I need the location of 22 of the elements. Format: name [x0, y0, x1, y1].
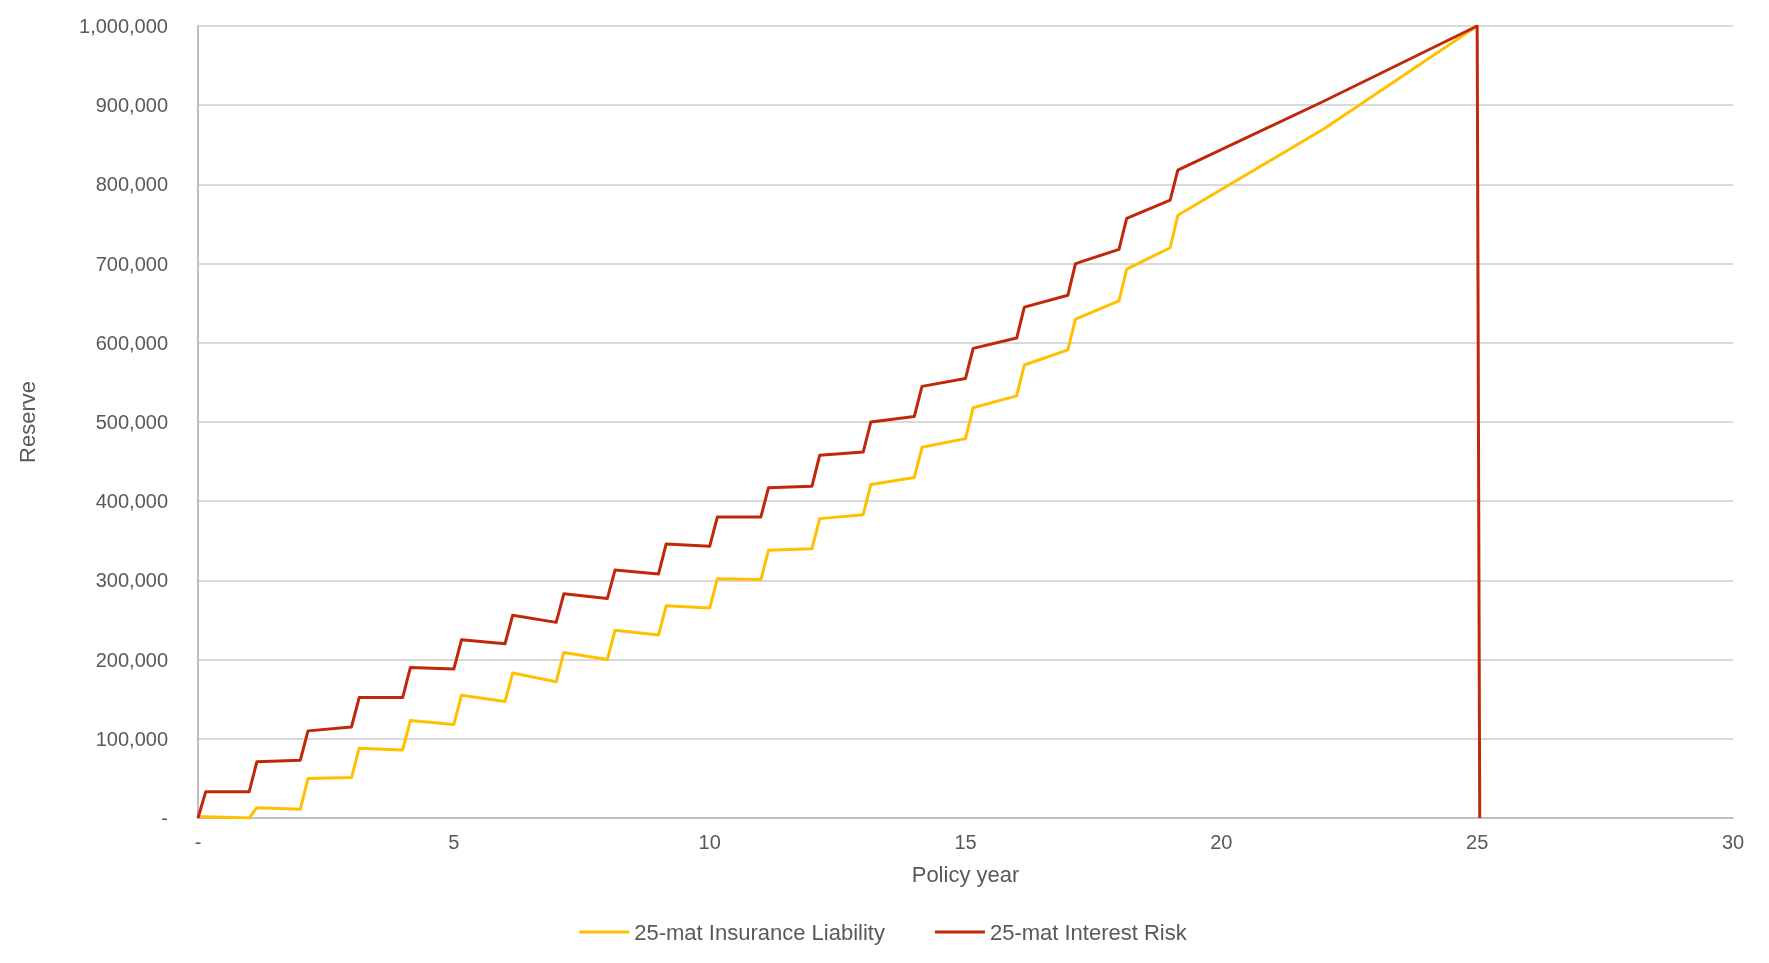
x-tick-label: -	[194, 831, 202, 853]
x-tick-label: 5	[448, 831, 460, 853]
y-tick-label: 800,000	[95, 173, 168, 196]
legend-label: 25-mat Interest Risk	[989, 919, 1188, 945]
y-tick-label: 600,000	[95, 331, 168, 354]
y-tick-label: 100,000	[95, 727, 168, 750]
y-tick-label: -	[161, 807, 168, 829]
y-tick-label: 1,000,000	[79, 15, 168, 37]
x-axis-title: Policy year	[911, 861, 1020, 887]
x-tick-label: 25	[1466, 831, 1489, 853]
y-tick-label: 300,000	[95, 569, 168, 592]
y-tick-label: 500,000	[95, 411, 168, 433]
x-tick-label: 15	[954, 831, 977, 853]
y-tick-label: 400,000	[95, 490, 168, 513]
y-tick-label: 700,000	[95, 252, 168, 275]
x-tick-label: 30	[1721, 831, 1745, 853]
legend-label: 25-mat Insurance Liability	[634, 919, 885, 945]
y-tick-label: 200,000	[95, 648, 168, 671]
y-axis-title: Reserve	[14, 381, 40, 463]
y-tick-label: 900,000	[95, 94, 168, 117]
x-tick-label: 20	[1210, 831, 1233, 853]
x-tick-label: 10	[698, 831, 721, 853]
